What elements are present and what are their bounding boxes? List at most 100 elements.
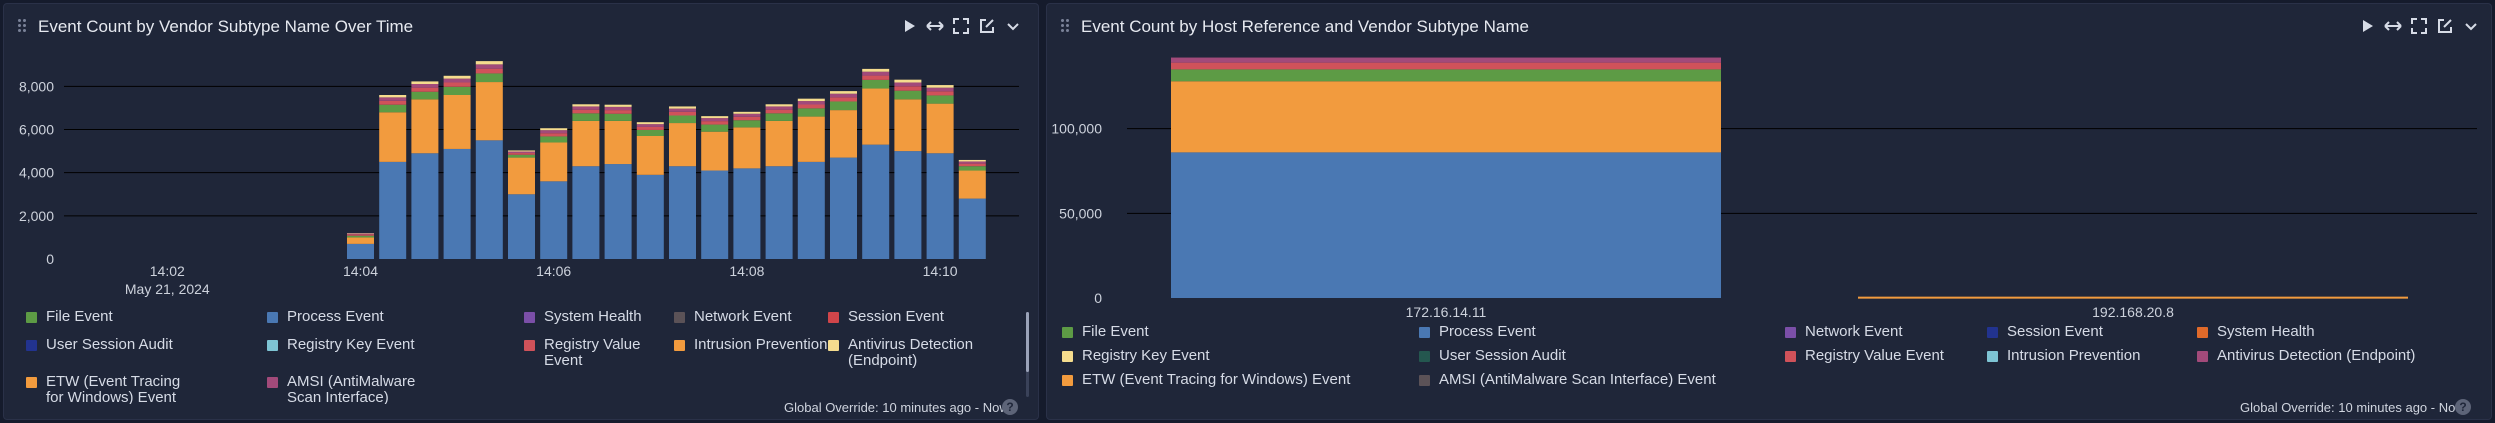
bar-segment-registry-value-event[interactable] <box>379 100 407 105</box>
bar-segment-etw-event-tracing-for-windows-event[interactable] <box>443 95 471 149</box>
bar-segment-etw-event-tracing-for-windows-event[interactable] <box>830 110 857 158</box>
bar-segment-file-event[interactable] <box>636 129 664 136</box>
bar-segment-etw-event-tracing-for-windows-event[interactable] <box>572 120 600 167</box>
bar-segment-etw-event-tracing-for-windows-event[interactable] <box>669 123 696 167</box>
bar-segment-file-event[interactable] <box>862 79 890 89</box>
expand-horizontal-icon[interactable] <box>925 16 945 36</box>
bar-segment-antivirus-detection-endpoint[interactable] <box>475 61 503 65</box>
bar-segment-amsi-antimalware-scan-interface-event[interactable] <box>636 124 664 127</box>
play-icon[interactable] <box>2357 16 2377 36</box>
bar-segment-file-event[interactable] <box>508 154 535 158</box>
bar-segment-process-event[interactable] <box>443 148 471 259</box>
bar-segment-registry-value-event[interactable] <box>604 110 632 114</box>
bar-segment-file-event[interactable] <box>347 235 374 238</box>
bar-segment-process-event[interactable] <box>830 157 857 259</box>
bar-segment-antivirus-detection-endpoint[interactable] <box>894 79 922 83</box>
chevron-down-icon[interactable] <box>2461 16 2481 36</box>
bar-segment-registry-value-event[interactable] <box>443 82 471 87</box>
bar-segment-amsi-antimalware-scan-interface-event[interactable] <box>926 87 954 92</box>
bar-segment-amsi-antimalware-scan-interface-event[interactable] <box>443 78 471 83</box>
bar-segment-amsi-antimalware-scan-interface-event[interactable] <box>862 71 890 76</box>
bar-segment-file-event[interactable] <box>572 113 600 121</box>
bar-segment-file-event[interactable] <box>894 90 922 100</box>
bar-segment-registry-value-event[interactable] <box>926 91 954 96</box>
bar-segment-registry-value-event[interactable] <box>572 109 600 114</box>
bar-segment-registry-value-event[interactable] <box>411 87 439 92</box>
bar-segment-antivirus-detection-endpoint[interactable] <box>926 85 954 88</box>
bar-segment-file-event[interactable] <box>797 108 825 117</box>
bar-segment-registry-value-event[interactable] <box>894 86 922 91</box>
bar-segment-file-event[interactable] <box>443 86 471 95</box>
bar-segment-process-event[interactable] <box>1171 152 1721 298</box>
bar-segment-etw-event-tracing-for-windows-event[interactable] <box>508 157 535 195</box>
bar-segment-antivirus-detection-endpoint[interactable] <box>765 104 793 107</box>
bar-segment-etw-event-tracing-for-windows-event[interactable] <box>926 103 954 154</box>
bar-segment-file-event[interactable] <box>604 113 632 121</box>
bar-segment-amsi-antimalware-scan-interface-event[interactable] <box>765 106 793 110</box>
bar-segment-antivirus-detection-endpoint[interactable] <box>572 104 600 107</box>
bar-segment-amsi-antimalware-scan-interface-event[interactable] <box>604 106 632 111</box>
bar-segment-etw-event-tracing-for-windows-event[interactable] <box>958 170 986 199</box>
bar-segment-amsi-antimalware-scan-interface-event[interactable] <box>508 151 535 154</box>
bar-segment-antivirus-detection-endpoint[interactable] <box>701 116 729 119</box>
bar-segment-registry-value-event[interactable] <box>733 116 761 121</box>
bar-segment-antivirus-detection-endpoint[interactable] <box>669 106 696 109</box>
bar-segment-process-event[interactable] <box>379 161 407 259</box>
bar-segment-antivirus-detection-endpoint[interactable] <box>830 91 857 94</box>
bar-segment-registry-value-event[interactable] <box>475 68 503 74</box>
chevron-down-icon[interactable] <box>1003 16 1023 36</box>
bar-segment-etw-event-tracing-for-windows-event[interactable] <box>701 131 729 171</box>
bar-segment-file-event[interactable] <box>1171 69 1721 82</box>
bar-segment-etw-event-tracing-for-windows-event[interactable] <box>1171 81 1721 153</box>
bar-segment-etw-event-tracing-for-windows-event[interactable] <box>475 82 503 141</box>
bar-segment-process-event[interactable] <box>894 151 922 259</box>
bar-segment-process-event[interactable] <box>347 243 374 259</box>
bar-segment-process-event[interactable] <box>475 140 503 259</box>
bar-segment-etw-event-tracing-for-windows-event[interactable] <box>765 120 793 167</box>
play-icon[interactable] <box>899 16 919 36</box>
legend-item-amsi-antimalware-scan-interface-event[interactable]: AMSI (AntiMalware Scan Interface) Event <box>267 374 425 404</box>
bar-segment-etw-event-tracing-for-windows-event[interactable] <box>894 99 922 152</box>
legend-item-etw-event-tracing-for-windows-event[interactable]: ETW (Event Tracing for Windows) Event <box>26 374 184 404</box>
bar-segment-file-event[interactable] <box>765 113 793 121</box>
bar-segment-etw-event-tracing-for-windows-event[interactable] <box>604 120 632 165</box>
bar-segment-registry-value-event[interactable] <box>797 104 825 109</box>
legend-scrollbar[interactable] <box>1026 312 1029 397</box>
edit-icon[interactable] <box>2435 16 2455 36</box>
bar-segment-registry-value-event[interactable] <box>540 133 568 137</box>
bar-segment-file-event[interactable] <box>926 95 954 104</box>
bar-segment-amsi-antimalware-scan-interface-event[interactable] <box>830 93 857 98</box>
bar-segment-antivirus-detection-endpoint[interactable] <box>797 98 825 102</box>
bar-segment-antivirus-detection-endpoint[interactable] <box>508 150 535 152</box>
bar-segment-amsi-antimalware-scan-interface-event[interactable] <box>540 130 568 134</box>
bar-segment-amsi-antimalware-scan-interface-event[interactable] <box>958 161 986 164</box>
bar-segment-etw-event-tracing-for-windows-event[interactable] <box>733 127 761 169</box>
bar-segment-file-event[interactable] <box>958 166 986 171</box>
bar-segment-file-event[interactable] <box>733 120 761 128</box>
expand-horizontal-icon[interactable] <box>2383 16 2403 36</box>
bar-segment-file-event[interactable] <box>411 91 439 100</box>
bar-segment-amsi-antimalware-scan-interface-event[interactable] <box>733 113 761 117</box>
bar-segment-process-event[interactable] <box>411 153 439 259</box>
fullscreen-icon[interactable] <box>2409 16 2429 36</box>
bar-segment-file-event[interactable] <box>669 115 696 124</box>
bar-segment-registry-value-event[interactable] <box>958 163 986 167</box>
bar-segment-antivirus-detection-endpoint[interactable] <box>379 95 407 98</box>
bar-segment-antivirus-detection-endpoint[interactable] <box>1171 57 1721 63</box>
bar-segment-file-event[interactable] <box>475 73 503 83</box>
bar-segment-amsi-antimalware-scan-interface-event[interactable] <box>797 101 825 105</box>
bar-segment-process-event[interactable] <box>765 166 793 259</box>
bar-segment-antivirus-detection-endpoint[interactable] <box>540 128 568 131</box>
bar-segment-registry-value-event[interactable] <box>508 153 535 155</box>
bar-segment-registry-value-event[interactable] <box>701 121 729 125</box>
bar-segment-registry-value-event[interactable] <box>636 126 664 130</box>
bar-segment-process-event[interactable] <box>508 194 535 259</box>
bar-segment-etw-event-tracing-for-windows-event[interactable] <box>540 142 568 182</box>
bar-segment-file-event[interactable] <box>830 101 857 111</box>
bar-segment-antivirus-detection-endpoint[interactable] <box>443 75 471 79</box>
bar-segment-amsi-antimalware-scan-interface-event[interactable] <box>701 118 729 122</box>
bar-segment-amsi-antimalware-scan-interface-event[interactable] <box>669 108 696 112</box>
bar-segment-etw-event-tracing-for-windows-event[interactable] <box>862 88 890 145</box>
edit-icon[interactable] <box>977 16 997 36</box>
bar-segment-process-event[interactable] <box>797 161 825 259</box>
